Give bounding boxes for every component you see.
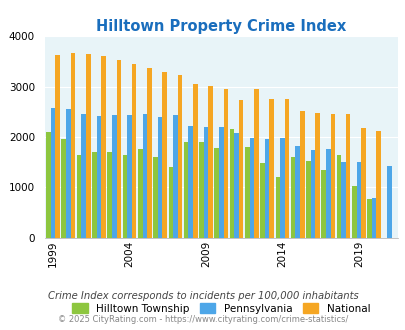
Bar bbox=[158, 117, 162, 238]
Bar bbox=[127, 115, 132, 238]
Bar bbox=[177, 75, 182, 238]
Bar bbox=[341, 162, 345, 238]
Bar bbox=[345, 114, 350, 238]
Bar bbox=[310, 149, 315, 238]
Bar bbox=[249, 139, 254, 238]
Bar bbox=[208, 85, 212, 238]
Bar bbox=[375, 131, 380, 238]
Bar bbox=[203, 127, 208, 238]
Bar bbox=[46, 132, 51, 238]
Bar bbox=[371, 198, 375, 238]
Bar bbox=[321, 170, 325, 238]
Bar bbox=[61, 140, 66, 238]
Bar bbox=[234, 133, 238, 238]
Bar bbox=[173, 115, 177, 238]
Bar bbox=[351, 186, 356, 238]
Bar bbox=[275, 177, 279, 238]
Bar bbox=[360, 128, 365, 238]
Bar bbox=[168, 167, 173, 238]
Bar bbox=[284, 99, 289, 238]
Bar bbox=[269, 99, 273, 238]
Bar bbox=[132, 64, 136, 238]
Bar bbox=[238, 100, 243, 238]
Text: © 2025 CityRating.com - https://www.cityrating.com/crime-statistics/: © 2025 CityRating.com - https://www.city… bbox=[58, 315, 347, 324]
Text: Crime Index corresponds to incidents per 100,000 inhabitants: Crime Index corresponds to incidents per… bbox=[47, 291, 358, 301]
Bar bbox=[96, 116, 101, 238]
Bar bbox=[229, 129, 234, 238]
Bar bbox=[264, 140, 269, 238]
Title: Hilltown Property Crime Index: Hilltown Property Crime Index bbox=[96, 19, 345, 34]
Bar bbox=[254, 89, 258, 238]
Bar bbox=[77, 154, 81, 238]
Bar bbox=[315, 113, 319, 238]
Bar bbox=[279, 139, 284, 238]
Bar bbox=[70, 53, 75, 238]
Bar bbox=[305, 161, 310, 238]
Bar bbox=[214, 148, 218, 238]
Bar bbox=[386, 166, 391, 238]
Bar bbox=[51, 108, 55, 238]
Bar bbox=[192, 84, 197, 238]
Bar bbox=[183, 142, 188, 238]
Bar bbox=[336, 154, 341, 238]
Bar bbox=[142, 114, 147, 238]
Bar bbox=[260, 163, 264, 238]
Bar bbox=[92, 152, 96, 238]
Legend: Hilltown Township, Pennsylvania, National: Hilltown Township, Pennsylvania, Nationa… bbox=[68, 299, 374, 318]
Bar bbox=[198, 142, 203, 238]
Bar bbox=[290, 156, 295, 238]
Bar bbox=[223, 89, 228, 238]
Bar bbox=[122, 154, 127, 238]
Bar bbox=[86, 54, 90, 238]
Bar bbox=[162, 72, 166, 238]
Bar bbox=[101, 56, 106, 238]
Bar bbox=[55, 55, 60, 238]
Bar bbox=[218, 127, 223, 238]
Bar bbox=[325, 149, 330, 238]
Bar bbox=[66, 109, 70, 238]
Bar bbox=[367, 199, 371, 238]
Bar bbox=[188, 126, 192, 238]
Bar bbox=[295, 146, 299, 238]
Bar bbox=[138, 149, 142, 238]
Bar bbox=[153, 157, 158, 238]
Bar bbox=[112, 115, 116, 238]
Bar bbox=[356, 162, 360, 238]
Bar bbox=[147, 68, 151, 238]
Bar bbox=[330, 114, 335, 238]
Bar bbox=[299, 111, 304, 238]
Bar bbox=[116, 60, 121, 238]
Bar bbox=[244, 147, 249, 238]
Bar bbox=[107, 152, 112, 238]
Bar bbox=[81, 114, 86, 238]
